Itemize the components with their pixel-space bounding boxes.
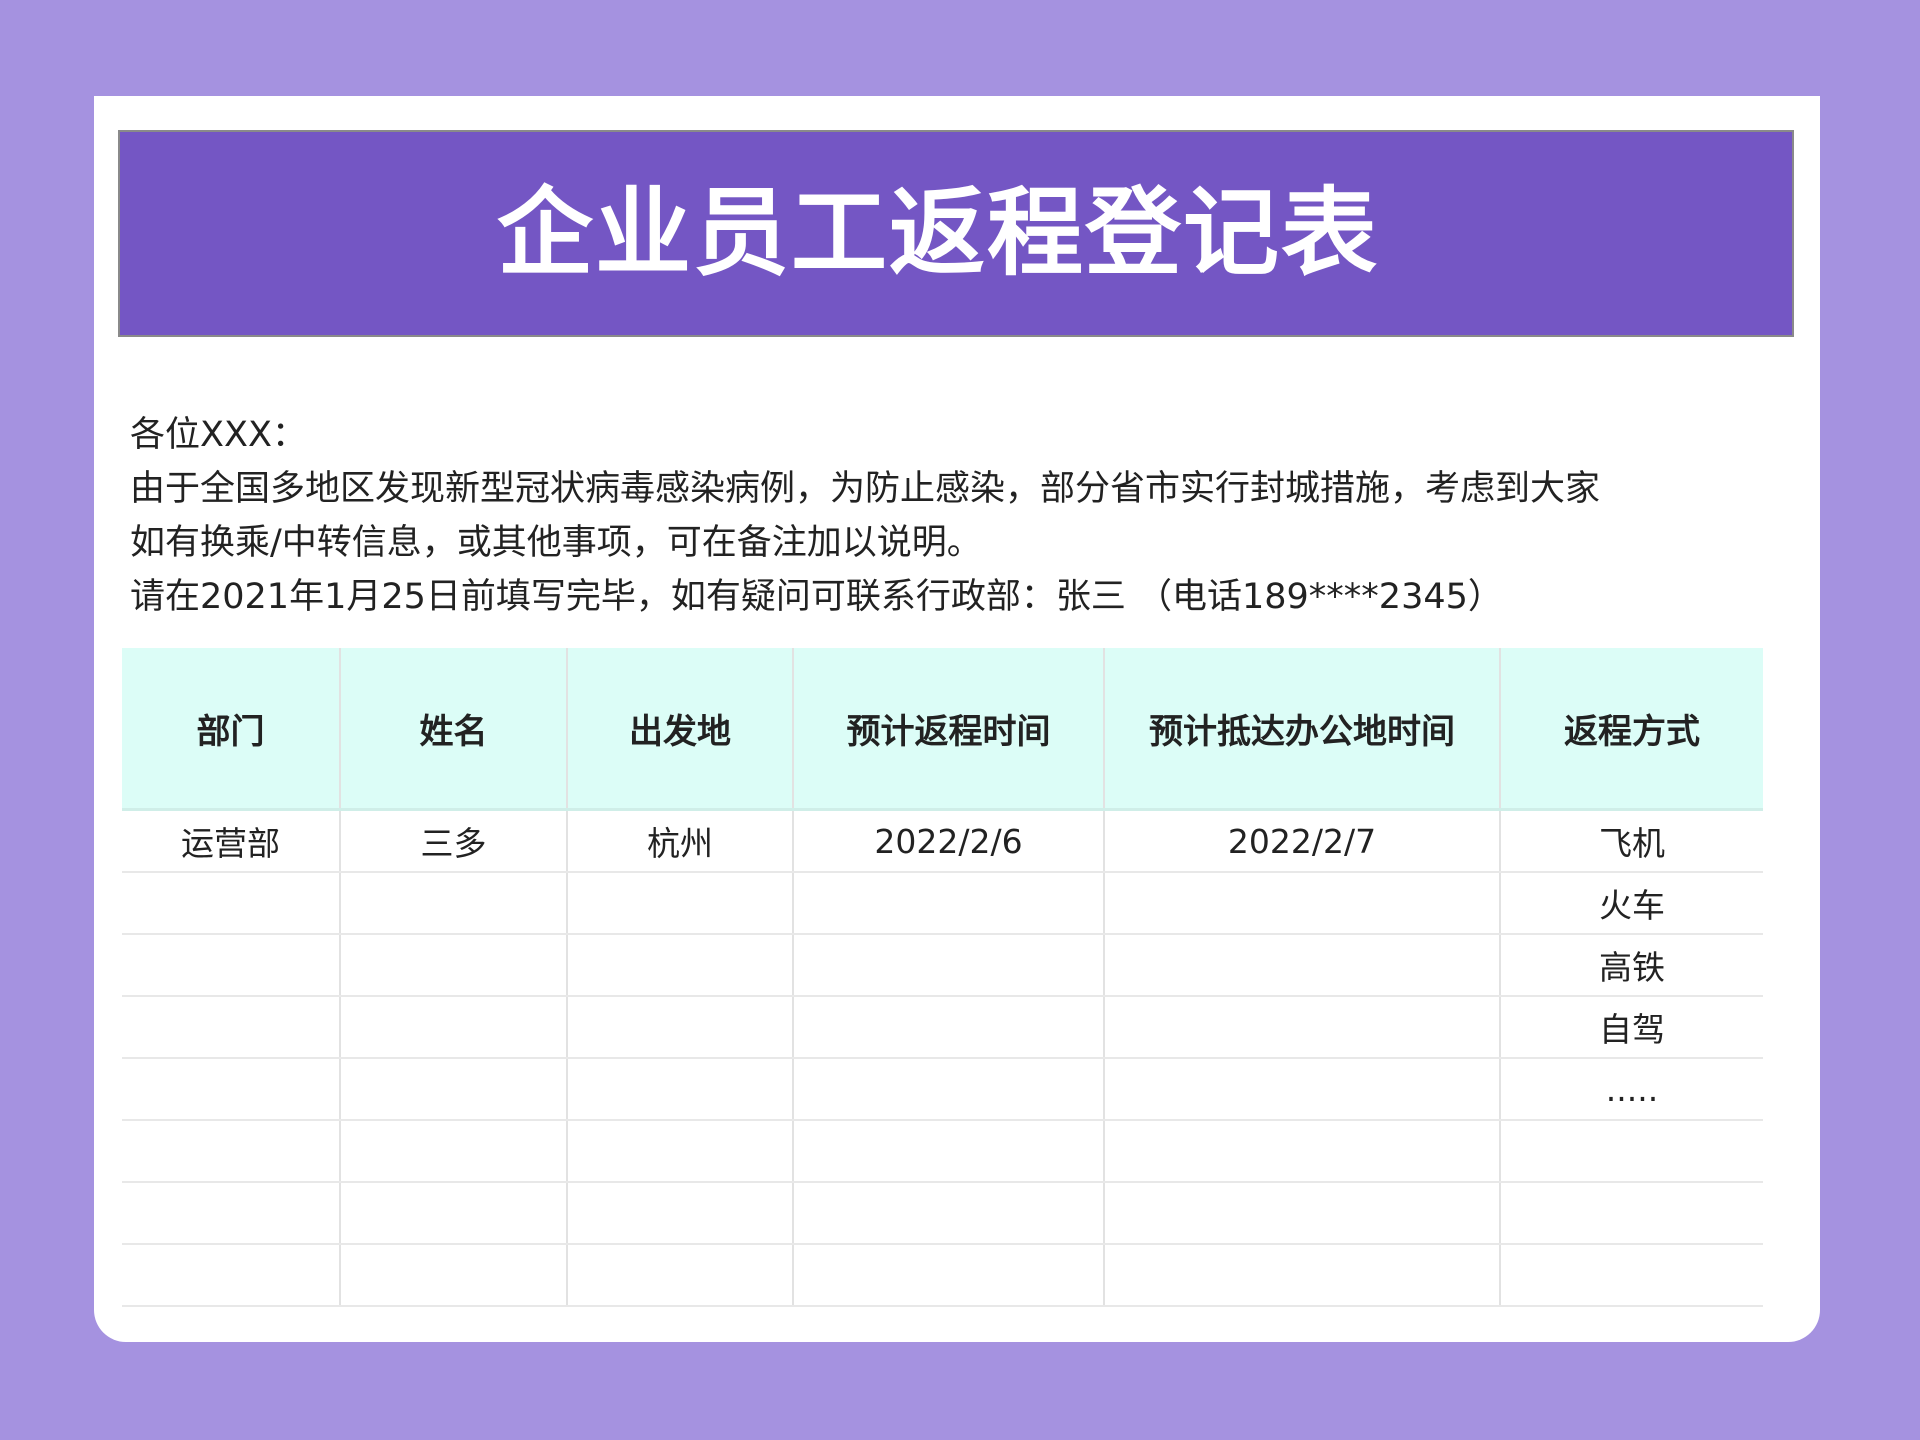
table-cell[interactable]: 火车 xyxy=(1500,872,1763,935)
table-cell[interactable] xyxy=(340,1182,568,1245)
column-header: 出发地 xyxy=(567,648,794,811)
table-cell[interactable] xyxy=(1104,934,1501,997)
table-cell[interactable] xyxy=(793,1058,1105,1121)
table-cell[interactable]: ..... xyxy=(1500,1058,1763,1121)
table-cell[interactable] xyxy=(793,1120,1105,1183)
table-cell[interactable] xyxy=(122,1120,341,1183)
table-cell[interactable] xyxy=(340,1244,568,1307)
table-cell[interactable] xyxy=(340,1058,568,1121)
table-cell[interactable] xyxy=(793,996,1105,1059)
table-cell[interactable] xyxy=(1104,1244,1501,1307)
table-cell[interactable] xyxy=(340,996,568,1059)
table-cell[interactable] xyxy=(122,872,341,935)
table-cell[interactable] xyxy=(567,1182,794,1245)
form-card: 企业员工返程登记表 各位XXX： 由于全国多地区发现新型冠状病毒感染病例，为防止… xyxy=(94,96,1820,1342)
table-cell[interactable] xyxy=(567,1058,794,1121)
table-cell[interactable] xyxy=(122,1058,341,1121)
table-cell[interactable] xyxy=(567,872,794,935)
table-row: 火车 xyxy=(122,872,1763,935)
column-header: 预计返程时间 xyxy=(793,648,1105,811)
table-cell[interactable] xyxy=(1104,1120,1501,1183)
table-cell[interactable] xyxy=(1500,1120,1763,1183)
column-header: 姓名 xyxy=(340,648,568,811)
table-cell[interactable] xyxy=(122,934,341,997)
notice-line-1: 由于全国多地区发现新型冠状病毒感染病例，为防止感染，部分省市实行封城措施，考虑到… xyxy=(130,469,1601,509)
table-header-row: 部门 姓名 出发地 预计返程时间 预计抵达办公地时间 返程方式 xyxy=(122,648,1763,811)
table-cell[interactable]: 自驾 xyxy=(1500,996,1763,1059)
table-cell[interactable] xyxy=(793,1244,1105,1307)
table-row: 高铁 xyxy=(122,934,1763,997)
table-cell[interactable] xyxy=(567,934,794,997)
table-cell[interactable]: 高铁 xyxy=(1500,934,1763,997)
table-row xyxy=(122,1182,1763,1245)
table-cell[interactable]: 运营部 xyxy=(122,809,341,873)
table-row: 运营部 三多 杭州 2022/2/6 2022/2/7 飞机 xyxy=(122,809,1763,873)
table-cell[interactable] xyxy=(793,1182,1105,1245)
table-cell[interactable]: 三多 xyxy=(340,809,568,873)
table-cell[interactable] xyxy=(1104,872,1501,935)
table-cell[interactable] xyxy=(567,1244,794,1307)
table-cell[interactable] xyxy=(340,1120,568,1183)
registration-table: 部门 姓名 出发地 预计返程时间 预计抵达办公地时间 返程方式 运营部 三多 杭州 2022/2… xyxy=(122,648,1763,1307)
table-cell[interactable] xyxy=(1500,1182,1763,1245)
table-cell[interactable] xyxy=(1104,1058,1501,1121)
table-cell[interactable] xyxy=(567,996,794,1059)
table-cell[interactable] xyxy=(340,872,568,935)
notice-text: 各位XXX： 由于全国多地区发现新型冠状病毒感染病例，为防止感染，部分省市实行封… xyxy=(130,408,1763,624)
notice-greeting: 各位XXX： xyxy=(130,415,307,455)
table-row: ..... xyxy=(122,1058,1763,1121)
table-cell[interactable] xyxy=(340,934,568,997)
table-cell[interactable] xyxy=(567,1120,794,1183)
table-cell[interactable] xyxy=(1500,1244,1763,1307)
table-cell[interactable]: 2022/2/6 xyxy=(793,809,1105,873)
column-header: 部门 xyxy=(122,648,341,811)
table-row xyxy=(122,1244,1763,1307)
notice-line-2: 如有换乘/中转信息，或其他事项，可在备注加以说明。 xyxy=(130,523,982,563)
table-row xyxy=(122,1120,1763,1183)
table-cell[interactable] xyxy=(1104,1182,1501,1245)
table-cell[interactable]: 飞机 xyxy=(1500,809,1763,873)
notice-line-3: 请在2021年1月25日前填写完毕，如有疑问可联系行政部：张三 （电话189**… xyxy=(130,577,1503,617)
table-cell[interactable]: 2022/2/7 xyxy=(1104,809,1501,873)
table-cell[interactable]: 杭州 xyxy=(567,809,794,873)
page-title: 企业员工返程登记表 xyxy=(497,177,1379,289)
table-cell[interactable] xyxy=(793,934,1105,997)
title-banner: 企业员工返程登记表 xyxy=(118,130,1794,337)
table-row: 自驾 xyxy=(122,996,1763,1059)
table-cell[interactable] xyxy=(122,1182,341,1245)
table-cell[interactable] xyxy=(122,996,341,1059)
table-cell[interactable] xyxy=(1104,996,1501,1059)
table-cell[interactable] xyxy=(122,1244,341,1307)
table-cell[interactable] xyxy=(793,872,1105,935)
column-header: 预计抵达办公地时间 xyxy=(1104,648,1501,811)
column-header: 返程方式 xyxy=(1500,648,1763,811)
